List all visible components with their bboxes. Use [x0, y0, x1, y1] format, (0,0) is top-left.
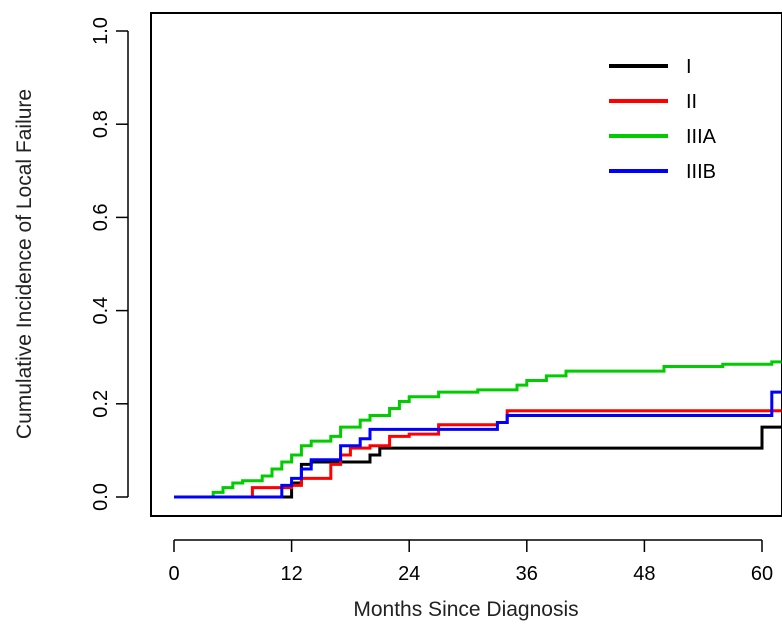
x-tick-label: 60 [751, 563, 773, 585]
y-tick-label: 0.4 [90, 297, 112, 325]
x-tick-label: 24 [398, 563, 420, 585]
y-tick-label: 0.0 [90, 483, 112, 511]
series-line-ii [174, 409, 782, 499]
legend-label-iiia: IIIA [686, 126, 717, 148]
x-tick-label: 0 [168, 563, 179, 585]
x-axis: 0 12 24 36 48 60 [168, 539, 773, 585]
plot-frame [150, 12, 782, 517]
series-line-iiib [174, 390, 782, 499]
y-tick-label: 0.6 [90, 203, 112, 231]
y-tick-label: 1.0 [90, 17, 112, 45]
y-tick-label: 0.8 [90, 110, 112, 138]
legend-label-i: I [686, 56, 692, 78]
legend-label-ii: II [686, 91, 697, 113]
series-line-i [174, 425, 782, 499]
series-lines [174, 360, 782, 499]
y-axis-title: Cumulative Incidence of Local Failure [13, 89, 36, 439]
x-tick-label: 36 [516, 563, 538, 585]
y-tick-label: 0.2 [90, 390, 112, 418]
y-axis: 0.0 0.2 0.4 0.6 0.8 1.0 [90, 17, 129, 511]
legend-label-iiib: IIIB [686, 161, 716, 183]
x-tick-label: 48 [633, 563, 655, 585]
x-axis-title: Months Since Diagnosis [353, 598, 578, 621]
x-tick-label: 12 [280, 563, 302, 585]
series-line-iiia [174, 360, 782, 499]
